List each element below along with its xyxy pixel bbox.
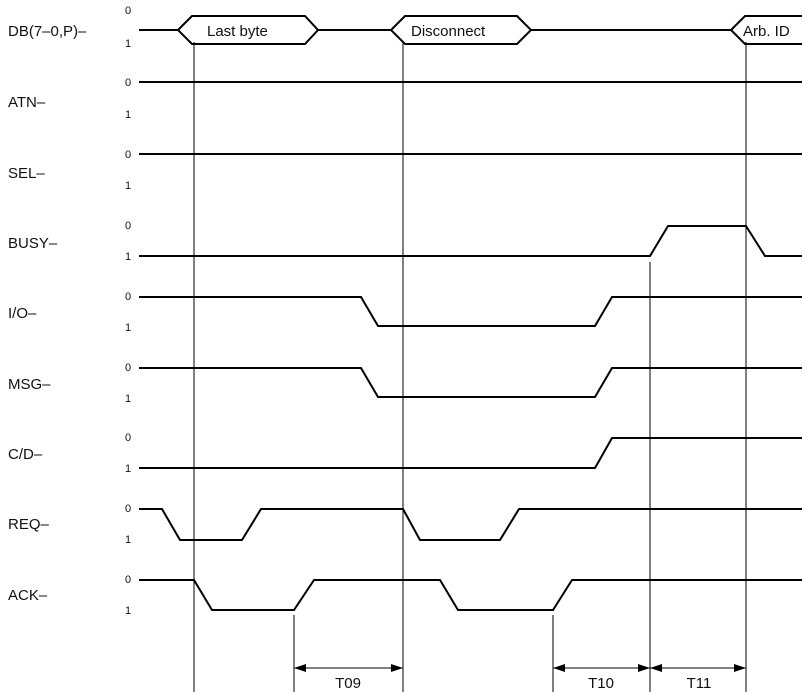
arrowhead xyxy=(734,664,746,672)
level-label-0: 0 xyxy=(125,149,131,161)
arrowhead xyxy=(391,664,403,672)
bus-value-box xyxy=(730,15,802,45)
arrowhead xyxy=(553,664,565,672)
signal-label-cd: C/D– xyxy=(8,446,43,463)
level-label-0: 0 xyxy=(125,432,131,444)
bus-value-labels: Last byte Disconnect Arb. ID xyxy=(207,23,790,40)
waveform-req xyxy=(139,508,802,541)
level-label-1: 1 xyxy=(125,38,131,50)
signal-label-ack: ACK– xyxy=(8,587,48,604)
level-label-1: 1 xyxy=(125,109,131,121)
signal-label-msg: MSG– xyxy=(8,376,51,393)
signal-label-busy: BUSY– xyxy=(8,235,58,252)
level-label-0: 0 xyxy=(125,220,131,232)
level-label-1: 1 xyxy=(125,463,131,475)
signal-label-io: I/O– xyxy=(8,305,37,322)
bus-value-label-disconnect: Disconnect xyxy=(411,23,486,40)
bus-value-box xyxy=(176,15,320,45)
signal-label-sel: SEL– xyxy=(8,165,45,182)
timing-label-t09: T09 xyxy=(335,675,361,692)
waveform-cd xyxy=(139,437,802,469)
level-label-0: 0 xyxy=(125,503,131,515)
arrowhead xyxy=(650,664,662,672)
timing-label-t10: T10 xyxy=(588,675,614,692)
waveform-ack xyxy=(139,579,802,611)
arrowhead xyxy=(294,664,306,672)
level-label-0: 0 xyxy=(125,574,131,586)
bus-value-label-last-byte: Last byte xyxy=(207,23,268,40)
waveform-msg xyxy=(139,367,802,398)
arrowhead xyxy=(638,664,650,672)
level-labels: 0 1 0 1 0 1 0 1 0 1 0 1 0 1 0 1 0 1 xyxy=(125,5,131,617)
level-label-1: 1 xyxy=(125,393,131,405)
signal-label-atn: ATN– xyxy=(8,94,46,111)
level-label-1: 1 xyxy=(125,534,131,546)
level-label-0: 0 xyxy=(125,362,131,374)
level-label-0: 0 xyxy=(125,291,131,303)
level-label-0: 0 xyxy=(125,77,131,89)
signal-label-db: DB(7–0,P)– xyxy=(8,23,87,40)
waveforms xyxy=(139,15,802,611)
bus-value-box xyxy=(389,15,533,45)
waveform-io xyxy=(139,296,802,327)
timing-markers xyxy=(294,664,746,672)
signal-labels: DB(7–0,P)– ATN– SEL– BUSY– I/O– MSG– C/D… xyxy=(8,23,87,604)
level-label-1: 1 xyxy=(125,180,131,192)
bus-value-label-arb-id: Arb. ID xyxy=(743,23,790,40)
timing-label-t11: T11 xyxy=(687,675,712,692)
level-label-1: 1 xyxy=(125,605,131,617)
level-label-1: 1 xyxy=(125,251,131,263)
level-label-1: 1 xyxy=(125,322,131,334)
level-label-0: 0 xyxy=(125,5,131,17)
waveform-busy xyxy=(139,225,802,257)
timing-labels: T09 T10 T11 xyxy=(335,675,711,692)
signal-label-req: REQ– xyxy=(8,516,50,533)
